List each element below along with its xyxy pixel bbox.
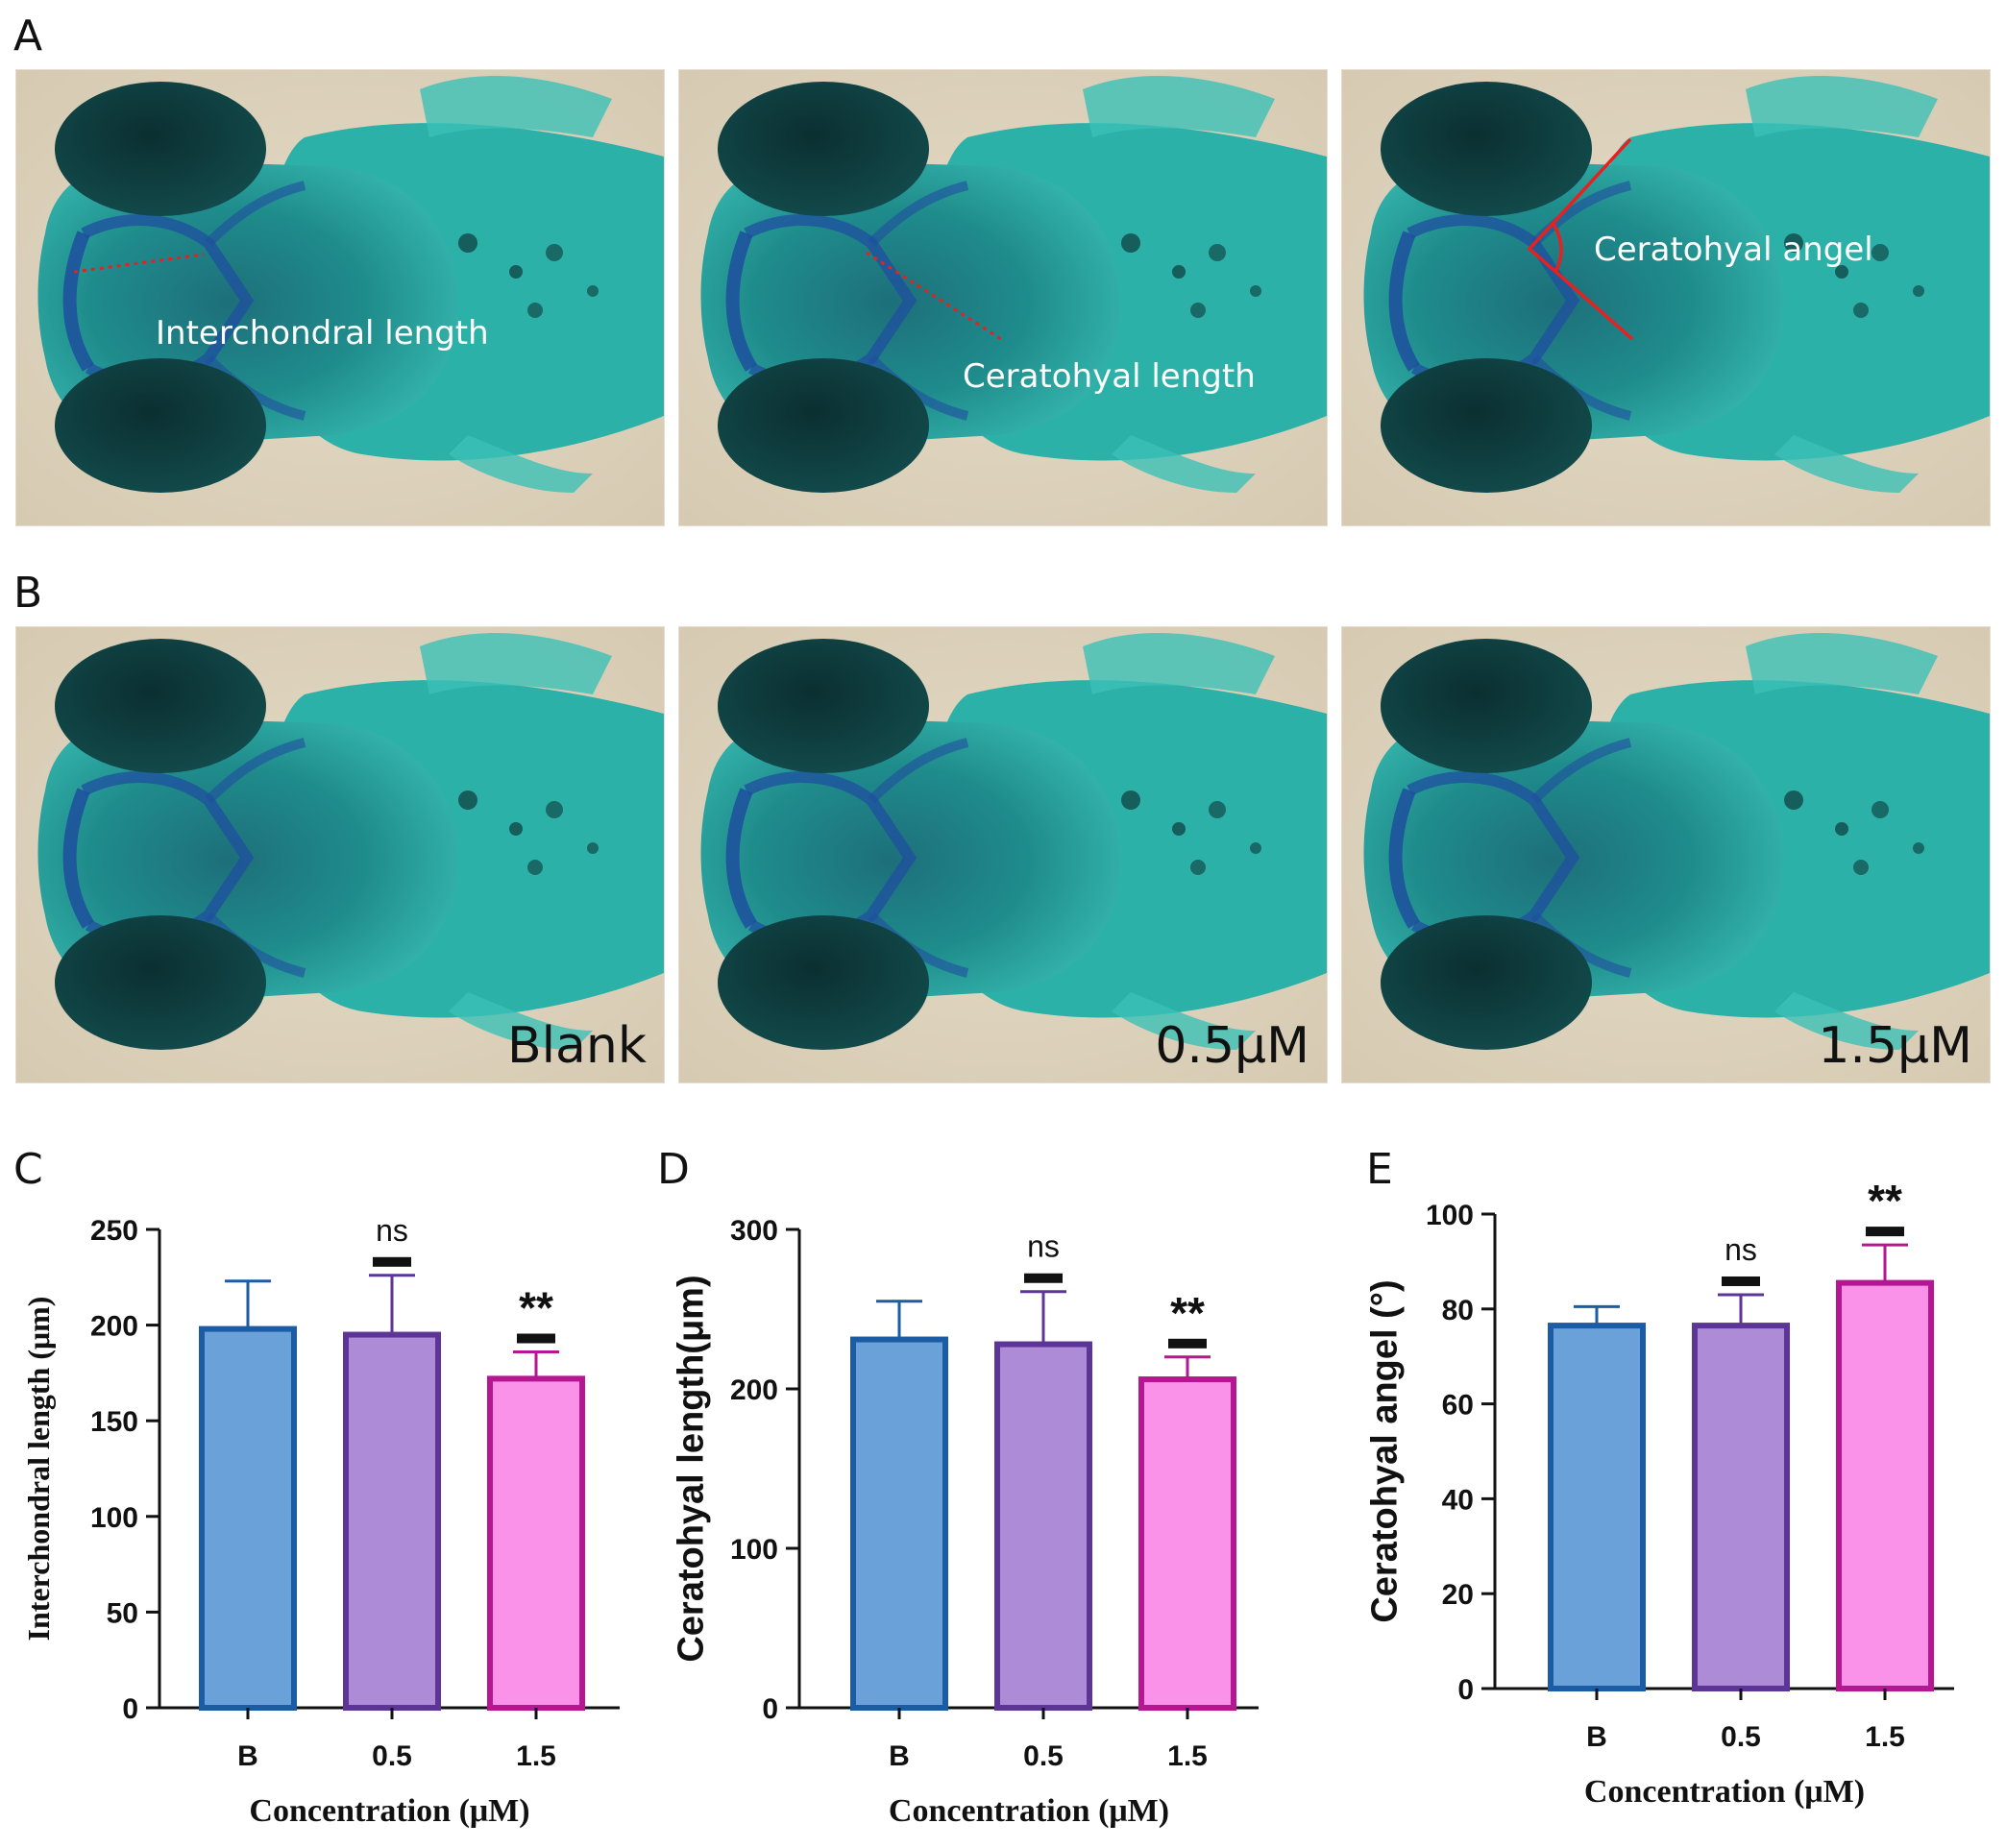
chart-d-significance-mark [1024,1273,1063,1283]
chart-c-y-axis-label: Interchondral length (μm) [21,1297,56,1641]
photo-b-0-5um: 0.5μM [678,626,1328,1083]
chart-d-y-tick-label: 200 [730,1374,778,1406]
photo-label-blank: Blank [506,1017,647,1075]
chart-d-significance-mark [1168,1338,1207,1349]
chart-e-x-tick-label: 0.5 [1721,1721,1761,1753]
chart-c-x-tick-label: B [237,1740,258,1772]
chart-e-significance-mark [1866,1227,1904,1237]
chart-e-y-tick-label: 40 [1442,1484,1474,1516]
chart-d-x-tick-label: B [889,1740,910,1772]
ceratohyal-length-annotation: Ceratohyal length [963,357,1256,396]
panel-letter-d: D [657,1145,690,1194]
chart-e-x-axis-label: Concentration (μM) [1584,1774,1865,1810]
larva-image [1342,627,1990,1082]
chart-e-y-axis-label: Ceratohyal angel (°) [1364,1279,1405,1622]
photo-b-1-5um: 1.5μM [1341,626,1991,1083]
chart-d-x-axis-label: Concentration (μM) [889,1793,1169,1829]
chart-c-significance-label: ** [519,1282,553,1332]
photo-b-blank: Blank [15,626,665,1083]
chart-c-y-tick-label: 100 [90,1502,138,1534]
photo-label-1-5um: 1.5μM [1818,1017,1972,1075]
panel-letter-e: E [1366,1145,1393,1194]
chart-d-y-tick-label: 0 [762,1693,778,1725]
panel-letter-a: A [13,12,43,61]
chart-e-significance-label: ** [1868,1176,1902,1226]
chart-d-significance-label: ns [1027,1229,1060,1264]
chart-e-x-tick-label: B [1586,1721,1607,1753]
photo-label-0-5um: 0.5μM [1155,1017,1309,1075]
chart-e-x-tick-label: 1.5 [1865,1721,1905,1753]
chart-c-y-tick-label: 200 [90,1311,138,1343]
photo-a-ceratohyal-length: Ceratohyal length [678,69,1328,526]
chart-d-bar-1 [994,1341,1092,1712]
chart-e-y-tick-label: 60 [1442,1390,1474,1422]
chart-d-x-tick-label: 1.5 [1167,1740,1208,1772]
chart-c-significance-label: ns [376,1213,408,1248]
ceratohyal-length-measure-line [866,251,1002,341]
photo-a-interchondral: Interchondral length [15,69,665,526]
larva-image [679,627,1327,1082]
chart-c-y-tick-label: 0 [122,1693,138,1725]
angle-arc [1552,223,1563,273]
chart-e-significance-label: ns [1725,1232,1757,1267]
chart-c-y-tick-label: 150 [90,1406,138,1438]
chart-c-y-tick-label: 250 [90,1215,138,1247]
chart-c-y-tick-label: 50 [107,1597,138,1629]
larva-image [16,627,664,1082]
chart-d-significance-label: ** [1170,1288,1205,1338]
panel-letter-b: B [13,569,43,618]
chart-e-y-tick-label: 80 [1442,1295,1474,1326]
chart-d-x-tick-label: 0.5 [1023,1740,1064,1772]
chart-c-bar-2 [487,1375,585,1711]
interchondral-annotation: Interchondral length [156,314,489,353]
chart-c-x-tick-label: 0.5 [372,1740,412,1772]
chart-d-y-tick-label: 100 [730,1534,778,1566]
chart-c-significance-mark [517,1333,555,1344]
chart-e-bar-1 [1692,1323,1790,1691]
chart-e-bar-0 [1548,1323,1646,1691]
chart-c-x-tick-label: 1.5 [516,1740,556,1772]
chart-d-bar-0 [850,1336,948,1711]
larva-image [1342,70,1990,525]
chart-c-bar-0 [199,1325,297,1711]
chart-e-bar-2 [1836,1279,1934,1691]
chart-e-y-tick-label: 20 [1442,1579,1474,1611]
chart-c-significance-mark [373,1256,411,1267]
larva-image [16,70,664,525]
larva-image [679,70,1327,525]
chart-c-bar-1 [343,1331,441,1711]
photo-a-ceratohyal-angle: Ceratohyal angel [1341,69,1991,526]
chart-c-x-axis-label: Concentration (μM) [249,1793,529,1829]
chart-e-y-tick-label: 100 [1426,1200,1474,1231]
chart-d-y-axis-label: Ceratohyal length(μm) [671,1275,711,1662]
ceratohyal-angle-measure-line [1527,137,1634,341]
chart-e-significance-mark [1722,1276,1760,1286]
chart-e-y-tick-label: 0 [1457,1674,1474,1706]
panel-letter-c: C [13,1145,43,1194]
ceratohyal-angle-annotation: Ceratohyal angel [1594,231,1873,269]
chart-d-y-tick-label: 300 [730,1215,778,1247]
chart-d-bar-2 [1138,1376,1236,1711]
